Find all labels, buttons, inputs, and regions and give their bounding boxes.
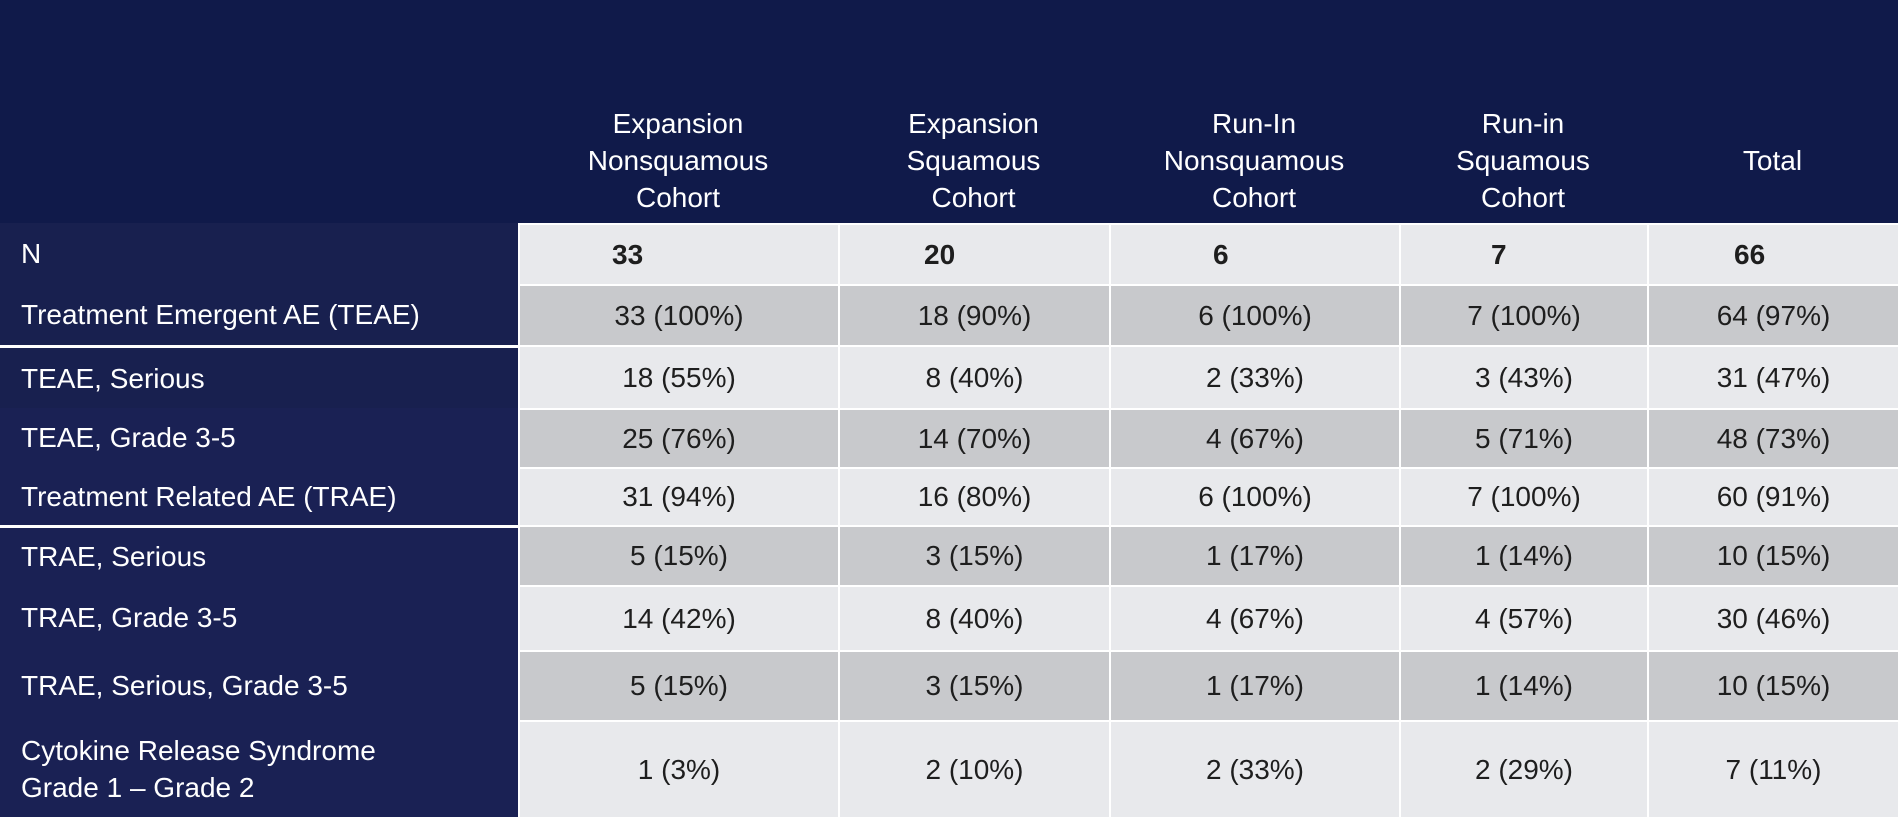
table-cell: 64 (97%)	[1647, 284, 1898, 345]
column-header-line: Nonsquamous	[1163, 144, 1345, 176]
column-header-line: Nonsquamous	[587, 144, 769, 176]
table-cell: 31 (94%)	[518, 467, 838, 525]
table-cell: 10 (15%)	[1647, 650, 1898, 720]
table-cell: 5 (15%)	[518, 525, 838, 585]
table-cell: 6	[1109, 223, 1399, 284]
table-cell: 4 (57%)	[1399, 585, 1647, 650]
table-cell: 7 (11%)	[1647, 720, 1898, 817]
table-cell: 5 (15%)	[518, 650, 838, 720]
table-row-trae: Treatment Related AE (TRAE) 31 (94%) 16 …	[0, 467, 1898, 525]
column-header-runin-nonsquamous: Run-In Nonsquamous Cohort	[1109, 104, 1399, 216]
table-cell: 1 (17%)	[1109, 650, 1399, 720]
column-header-total: Total	[1647, 104, 1898, 216]
column-header-line: Cohort	[1211, 181, 1297, 213]
table-row-teae-serious: TEAE, Serious 18 (55%) 8 (40%) 2 (33%) 3…	[0, 345, 1898, 408]
table-cell: 25 (76%)	[518, 408, 838, 467]
row-label: TRAE, Serious	[0, 525, 518, 585]
table-cell: 8 (40%)	[838, 585, 1109, 650]
table-cell: 33 (100%)	[518, 284, 838, 345]
table-cell: 2 (33%)	[1109, 720, 1399, 817]
column-header-line: Squamous	[1456, 144, 1590, 176]
table-cell: 18 (90%)	[838, 284, 1109, 345]
table-cell: 60 (91%)	[1647, 467, 1898, 525]
table-cell: 2 (10%)	[838, 720, 1109, 817]
table-cell: 3 (43%)	[1399, 345, 1647, 408]
table-cell: 31 (47%)	[1647, 345, 1898, 408]
table-cell: 14 (42%)	[518, 585, 838, 650]
column-header-line: Cohort	[1480, 181, 1566, 213]
column-header-line: Cohort	[931, 181, 1016, 213]
table-cell: 4 (67%)	[1109, 408, 1399, 467]
row-label: TEAE, Serious	[0, 345, 518, 408]
table-cell: 48 (73%)	[1647, 408, 1898, 467]
column-header-expansion-squamous: Expansion Squamous Cohort	[838, 104, 1109, 216]
table-cell: 3 (15%)	[838, 525, 1109, 585]
row-label: TRAE, Grade 3-5	[0, 585, 518, 650]
table-header: Expansion Nonsquamous Cohort Expansion S…	[0, 0, 1898, 223]
table-cell: 1 (17%)	[1109, 525, 1399, 585]
table-row-trae-serious: TRAE, Serious 5 (15%) 3 (15%) 1 (17%) 1 …	[0, 525, 1898, 585]
column-header-line: Expansion	[612, 107, 744, 139]
table-cell: 5 (71%)	[1399, 408, 1647, 467]
table-cell: 6 (100%)	[1109, 284, 1399, 345]
table-cell: 7 (100%)	[1399, 467, 1647, 525]
column-header-expansion-nonsquamous: Expansion Nonsquamous Cohort	[518, 104, 838, 216]
row-label: Treatment Related AE (TRAE)	[0, 467, 518, 525]
table-cell: 7 (100%)	[1399, 284, 1647, 345]
table-row-n: N 33 20 6 7 66	[0, 223, 1898, 284]
table-cell: 1 (14%)	[1399, 525, 1647, 585]
table-cell: 20	[838, 223, 1109, 284]
row-label-line: Cytokine Release Syndrome	[21, 734, 376, 766]
table-row-trae-grade: TRAE, Grade 3-5 14 (42%) 8 (40%) 4 (67%)…	[0, 585, 1898, 650]
column-header-line: Run-In	[1211, 107, 1297, 139]
row-label: TEAE, Grade 3-5	[0, 408, 518, 467]
column-header-line: Squamous	[906, 144, 1041, 176]
table-cell: 16 (80%)	[838, 467, 1109, 525]
table-cell: 33	[518, 223, 838, 284]
table-cell: 8 (40%)	[838, 345, 1109, 408]
column-header-line: Cohort	[635, 181, 721, 213]
column-header-line: Run-in	[1481, 107, 1565, 139]
table-cell: 3 (15%)	[838, 650, 1109, 720]
table-cell: 4 (67%)	[1109, 585, 1399, 650]
table-cell: 30 (46%)	[1647, 585, 1898, 650]
column-header-line: Total	[1742, 144, 1803, 176]
table-row-teae-grade: TEAE, Grade 3-5 25 (76%) 14 (70%) 4 (67%…	[0, 408, 1898, 467]
column-header-line: Expansion	[908, 107, 1039, 139]
table-cell: 2 (33%)	[1109, 345, 1399, 408]
row-label: Treatment Emergent AE (TEAE)	[0, 284, 518, 345]
table-row-crs: Cytokine Release Syndrome Grade 1 – Grad…	[0, 720, 1898, 817]
table-cell: 6 (100%)	[1109, 467, 1399, 525]
table-cell: 1 (14%)	[1399, 650, 1647, 720]
table-cell: 2 (29%)	[1399, 720, 1647, 817]
table-cell: 14 (70%)	[838, 408, 1109, 467]
table-cell: 1 (3%)	[518, 720, 838, 817]
table-cell: 7	[1399, 223, 1647, 284]
table-cell: 10 (15%)	[1647, 525, 1898, 585]
row-label: TRAE, Serious, Grade 3-5	[0, 650, 518, 720]
row-label: N	[0, 223, 518, 284]
row-label: Cytokine Release Syndrome Grade 1 – Grad…	[0, 720, 518, 817]
table-cell: 66	[1647, 223, 1898, 284]
table-row-teae: Treatment Emergent AE (TEAE) 33 (100%) 1…	[0, 284, 1898, 345]
row-label-line: Grade 1 – Grade 2	[21, 771, 255, 803]
column-header-runin-squamous: Run-in Squamous Cohort	[1399, 104, 1647, 216]
table-row-trae-serious-grade: TRAE, Serious, Grade 3-5 5 (15%) 3 (15%)…	[0, 650, 1898, 720]
table-cell: 18 (55%)	[518, 345, 838, 408]
